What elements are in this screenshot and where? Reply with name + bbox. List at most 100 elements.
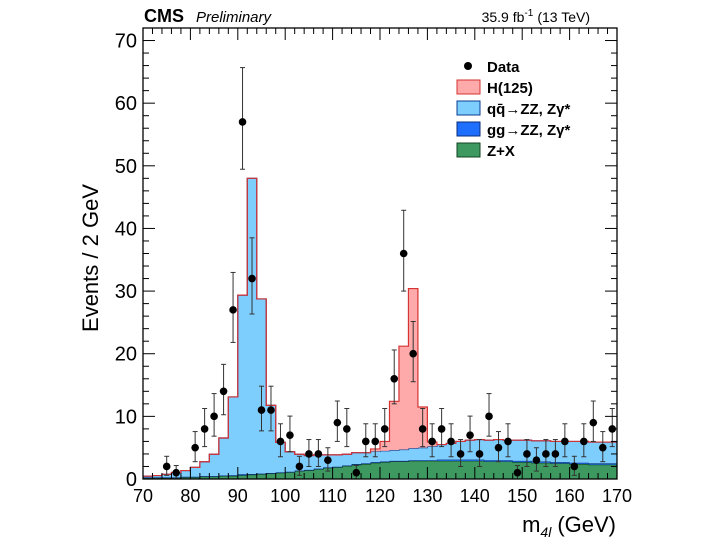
data-point <box>580 423 588 458</box>
data-marker <box>561 437 569 446</box>
data-point <box>333 400 342 442</box>
data-marker <box>428 437 436 446</box>
data-marker <box>210 412 218 421</box>
data-point <box>570 455 579 476</box>
data-point <box>229 271 237 343</box>
legend-label: H(125) <box>487 80 533 97</box>
legend-entry: H(125) <box>456 79 533 97</box>
data-marker <box>361 437 370 446</box>
x-tick-label: 100 <box>270 486 300 506</box>
data-point <box>257 385 266 432</box>
data-marker <box>219 387 228 396</box>
data-point <box>295 455 304 476</box>
y-tick-label: 0 <box>126 469 137 491</box>
data-point <box>286 415 294 453</box>
data-marker <box>200 425 209 433</box>
y-tick-label: 20 <box>115 344 137 366</box>
data-point <box>371 423 380 458</box>
data-point <box>551 439 560 467</box>
y-tick-label: 30 <box>115 281 137 303</box>
data-point <box>267 385 275 432</box>
data-point <box>248 237 256 315</box>
data-point <box>504 423 512 458</box>
data-marker <box>380 425 389 433</box>
legend: Data H(125) qq̄→ZZ, Zγ* gg→ZZ, Zγ* Z+X <box>456 59 570 160</box>
legend-entry: gg→ZZ, Zγ* <box>456 121 570 139</box>
data-marker <box>172 468 180 477</box>
axes: 70 80 90 100 110 120 130 140 150 160 170 0 10 20 30 40 5… <box>115 27 632 506</box>
data-point <box>561 423 569 458</box>
data-marker <box>456 450 465 458</box>
data-point <box>210 393 218 437</box>
y-tick-label: 70 <box>115 31 137 53</box>
data-point <box>466 415 474 453</box>
data-marker <box>598 443 607 452</box>
x-tick-label: 130 <box>412 486 442 506</box>
x-tick-label: 150 <box>507 486 537 506</box>
x-tick-label: 120 <box>365 486 395 506</box>
data-marker <box>542 450 550 458</box>
legend-label: Data <box>487 59 520 76</box>
legend-swatch <box>456 142 481 158</box>
y-tick-label: 40 <box>115 218 137 240</box>
data-marker <box>324 456 332 465</box>
y-tick-label: 50 <box>115 156 137 178</box>
data-marker <box>485 412 493 421</box>
data-marker <box>333 418 342 427</box>
data-marker <box>295 462 304 471</box>
y-tick-label: 60 <box>115 93 137 115</box>
data-point <box>598 431 607 463</box>
legend-entry: qq̄→ZZ, Zγ* <box>456 100 570 118</box>
lumi-energy: (13 TeV) <box>537 9 590 25</box>
data-marker <box>399 249 408 258</box>
data-marker <box>447 437 455 446</box>
lumi-value: 35.9 fb <box>482 9 525 25</box>
data-marker <box>532 456 541 465</box>
x-tick-label: 70 <box>133 486 153 506</box>
data-marker <box>513 468 522 477</box>
data-point <box>485 393 493 437</box>
data-marker <box>238 118 247 126</box>
data-point <box>494 431 503 463</box>
data-point <box>361 423 370 458</box>
legend-label: qq̄→ZZ, Zγ* <box>487 101 570 118</box>
data-marker <box>371 437 380 446</box>
x-tick-label: 160 <box>555 486 585 506</box>
data-point <box>418 408 427 448</box>
data-marker <box>162 462 171 471</box>
data-point <box>532 447 541 472</box>
data-marker <box>504 437 512 446</box>
x-axis-subscript: 4l <box>540 524 552 540</box>
data-marker <box>409 349 417 358</box>
x-tick-label: 90 <box>228 486 248 506</box>
data-point <box>399 209 408 292</box>
data-point <box>475 439 484 467</box>
data-point <box>437 408 446 448</box>
lumi-label: 35.9 fb-1 (13 TeV) <box>482 8 590 25</box>
data-point <box>162 455 171 476</box>
data-point <box>542 439 550 467</box>
data-marker <box>229 306 237 314</box>
data-point <box>276 423 285 458</box>
x-axis-symbol: m <box>522 512 540 537</box>
legend-swatch <box>456 121 481 137</box>
data-point <box>219 363 228 416</box>
data-marker <box>589 418 598 427</box>
data-marker <box>248 274 256 283</box>
data-point <box>390 349 399 405</box>
data-marker <box>390 374 399 383</box>
data-marker <box>494 443 503 452</box>
x-tick-label: 80 <box>180 486 200 506</box>
data-marker <box>314 450 323 458</box>
legend-entry: Data <box>464 59 520 76</box>
x-tick-label: 170 <box>602 486 632 506</box>
data-point <box>352 465 361 480</box>
data-marker <box>276 437 285 446</box>
data-point <box>305 439 313 467</box>
data-marker <box>305 450 313 458</box>
legend-swatch <box>456 100 481 116</box>
data-point <box>343 408 351 448</box>
x-axis-unit: (GeV) <box>557 512 616 537</box>
data-marker <box>191 443 199 452</box>
data-marker <box>286 431 294 439</box>
